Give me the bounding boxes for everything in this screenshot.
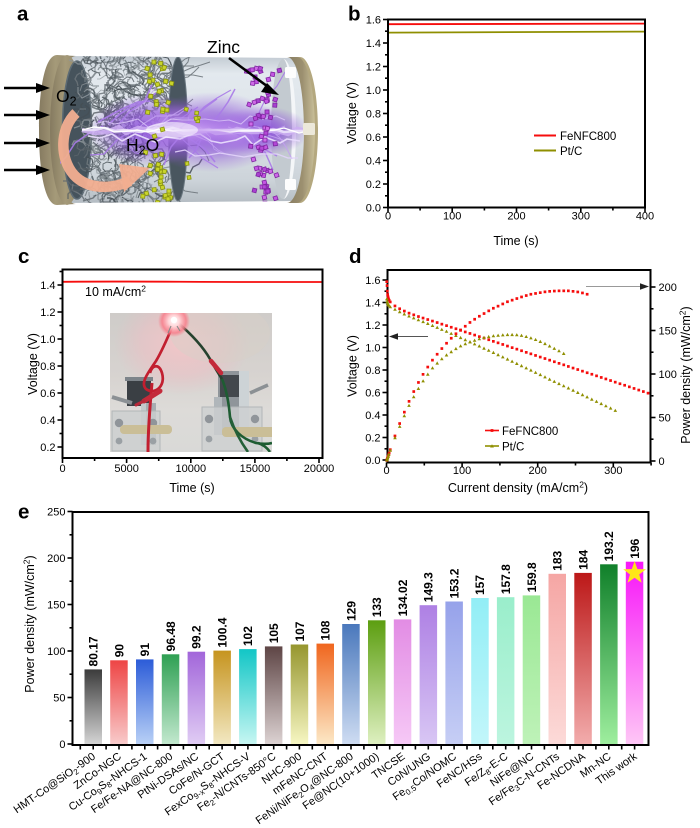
svg-text:a: a	[17, 3, 29, 26]
svg-text:133: 133	[370, 597, 384, 617]
svg-text:153.2: 153.2	[447, 568, 461, 598]
svg-text:96.48: 96.48	[164, 621, 178, 651]
svg-text:0.6: 0.6	[40, 388, 55, 400]
svg-text:400: 400	[636, 211, 654, 223]
svg-text:193.2: 193.2	[602, 531, 616, 561]
svg-text:0: 0	[59, 739, 65, 751]
svg-text:1.0: 1.0	[365, 342, 380, 354]
svg-text:0.4: 0.4	[366, 155, 381, 167]
svg-text:184: 184	[576, 550, 590, 570]
svg-text:b: b	[348, 3, 361, 26]
svg-text:1.2: 1.2	[40, 307, 55, 319]
svg-text:0.2: 0.2	[365, 432, 380, 444]
svg-text:Current density (mA/cm2): Current density (mA/cm2)	[448, 480, 588, 496]
svg-text:1.6: 1.6	[365, 275, 380, 287]
svg-text:Pt/C: Pt/C	[560, 146, 582, 158]
svg-text:1.0: 1.0	[366, 85, 381, 97]
svg-text:0: 0	[659, 456, 665, 468]
svg-text:c: c	[18, 245, 29, 268]
svg-text:90: 90	[112, 644, 126, 658]
svg-text:0: 0	[385, 211, 391, 223]
svg-text:1.2: 1.2	[365, 320, 380, 332]
svg-text:Time (s): Time (s)	[169, 481, 214, 495]
svg-text:100: 100	[443, 211, 461, 223]
svg-text:1.2: 1.2	[366, 61, 381, 73]
svg-text:5000: 5000	[114, 463, 138, 475]
svg-text:250: 250	[47, 506, 65, 518]
svg-text:105: 105	[267, 623, 281, 643]
svg-text:200: 200	[659, 282, 677, 294]
svg-text:150: 150	[659, 325, 677, 337]
svg-text:99.2: 99.2	[190, 625, 204, 649]
svg-text:129: 129	[344, 601, 358, 621]
svg-text:0.8: 0.8	[366, 108, 381, 120]
svg-text:H2O: H2O	[126, 135, 159, 158]
svg-text:Power density (mW/cm2): Power density (mW/cm2)	[22, 555, 38, 692]
svg-text:0.0: 0.0	[366, 202, 381, 214]
svg-text:20000: 20000	[304, 463, 335, 475]
svg-text:10000: 10000	[176, 463, 207, 475]
svg-text:Zinc: Zinc	[207, 37, 240, 57]
svg-text:200: 200	[47, 553, 65, 565]
svg-text:0: 0	[383, 465, 389, 477]
svg-text:100: 100	[453, 465, 471, 477]
svg-text:15000: 15000	[240, 463, 271, 475]
svg-text:0.4: 0.4	[365, 410, 380, 422]
svg-text:0.6: 0.6	[366, 132, 381, 144]
svg-text:134.02: 134.02	[396, 579, 410, 616]
svg-text:0.2: 0.2	[40, 442, 55, 454]
svg-text:e: e	[18, 501, 29, 524]
svg-text:0.0: 0.0	[365, 455, 380, 467]
svg-text:FeFNC800: FeFNC800	[502, 426, 558, 438]
svg-text:Voltage (V): Voltage (V)	[26, 333, 40, 395]
svg-text:100: 100	[47, 646, 65, 658]
svg-text:Power density (mW/cm2): Power density (mW/cm2)	[678, 306, 694, 443]
svg-text:10 mA/cm2: 10 mA/cm2	[85, 284, 146, 300]
svg-text:1.4: 1.4	[366, 38, 381, 50]
svg-text:200: 200	[507, 211, 525, 223]
svg-text:Voltage (V): Voltage (V)	[346, 335, 360, 397]
svg-text:Pt/C: Pt/C	[502, 441, 524, 453]
svg-text:1.0: 1.0	[40, 334, 55, 346]
svg-text:196: 196	[628, 538, 642, 558]
svg-text:150: 150	[47, 599, 65, 611]
svg-text:50: 50	[53, 692, 65, 704]
svg-text:0.4: 0.4	[40, 415, 55, 427]
svg-text:300: 300	[572, 211, 590, 223]
svg-text:0.8: 0.8	[365, 365, 380, 377]
svg-text:149.3: 149.3	[422, 572, 436, 602]
svg-text:107: 107	[293, 621, 307, 641]
svg-text:102: 102	[241, 626, 255, 646]
svg-text:159.8: 159.8	[525, 562, 539, 592]
svg-text:50: 50	[659, 412, 671, 424]
svg-text:157: 157	[473, 575, 487, 595]
svg-text:1.4: 1.4	[40, 280, 55, 292]
svg-text:Time (s): Time (s)	[493, 234, 538, 248]
svg-text:300: 300	[604, 465, 622, 477]
svg-text:0: 0	[59, 463, 65, 475]
svg-text:d: d	[349, 245, 362, 268]
svg-text:183: 183	[551, 551, 565, 571]
svg-text:100.4: 100.4	[215, 617, 229, 647]
svg-text:0.8: 0.8	[40, 361, 55, 373]
svg-text:80.17: 80.17	[86, 636, 100, 666]
svg-text:1.4: 1.4	[365, 297, 380, 309]
svg-text:200: 200	[529, 465, 547, 477]
svg-text:FeNFC800: FeNFC800	[560, 131, 616, 143]
svg-text:157.8: 157.8	[499, 564, 513, 594]
svg-text:Voltage (V): Voltage (V)	[345, 82, 359, 144]
svg-text:0.6: 0.6	[365, 387, 380, 399]
svg-text:1.6: 1.6	[366, 14, 381, 26]
svg-text:0.2: 0.2	[366, 179, 381, 191]
svg-text:91: 91	[138, 643, 152, 657]
svg-text:108: 108	[319, 620, 333, 640]
svg-text:100: 100	[659, 369, 677, 381]
